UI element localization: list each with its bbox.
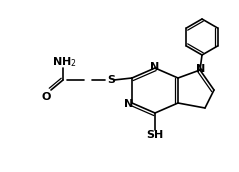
Text: N: N [150, 62, 160, 72]
Text: O: O [41, 92, 51, 102]
Text: N: N [124, 99, 134, 109]
Text: N: N [196, 64, 206, 74]
Text: NH$_2$: NH$_2$ [52, 55, 76, 69]
Text: S: S [107, 75, 115, 85]
Text: SH: SH [146, 130, 164, 140]
